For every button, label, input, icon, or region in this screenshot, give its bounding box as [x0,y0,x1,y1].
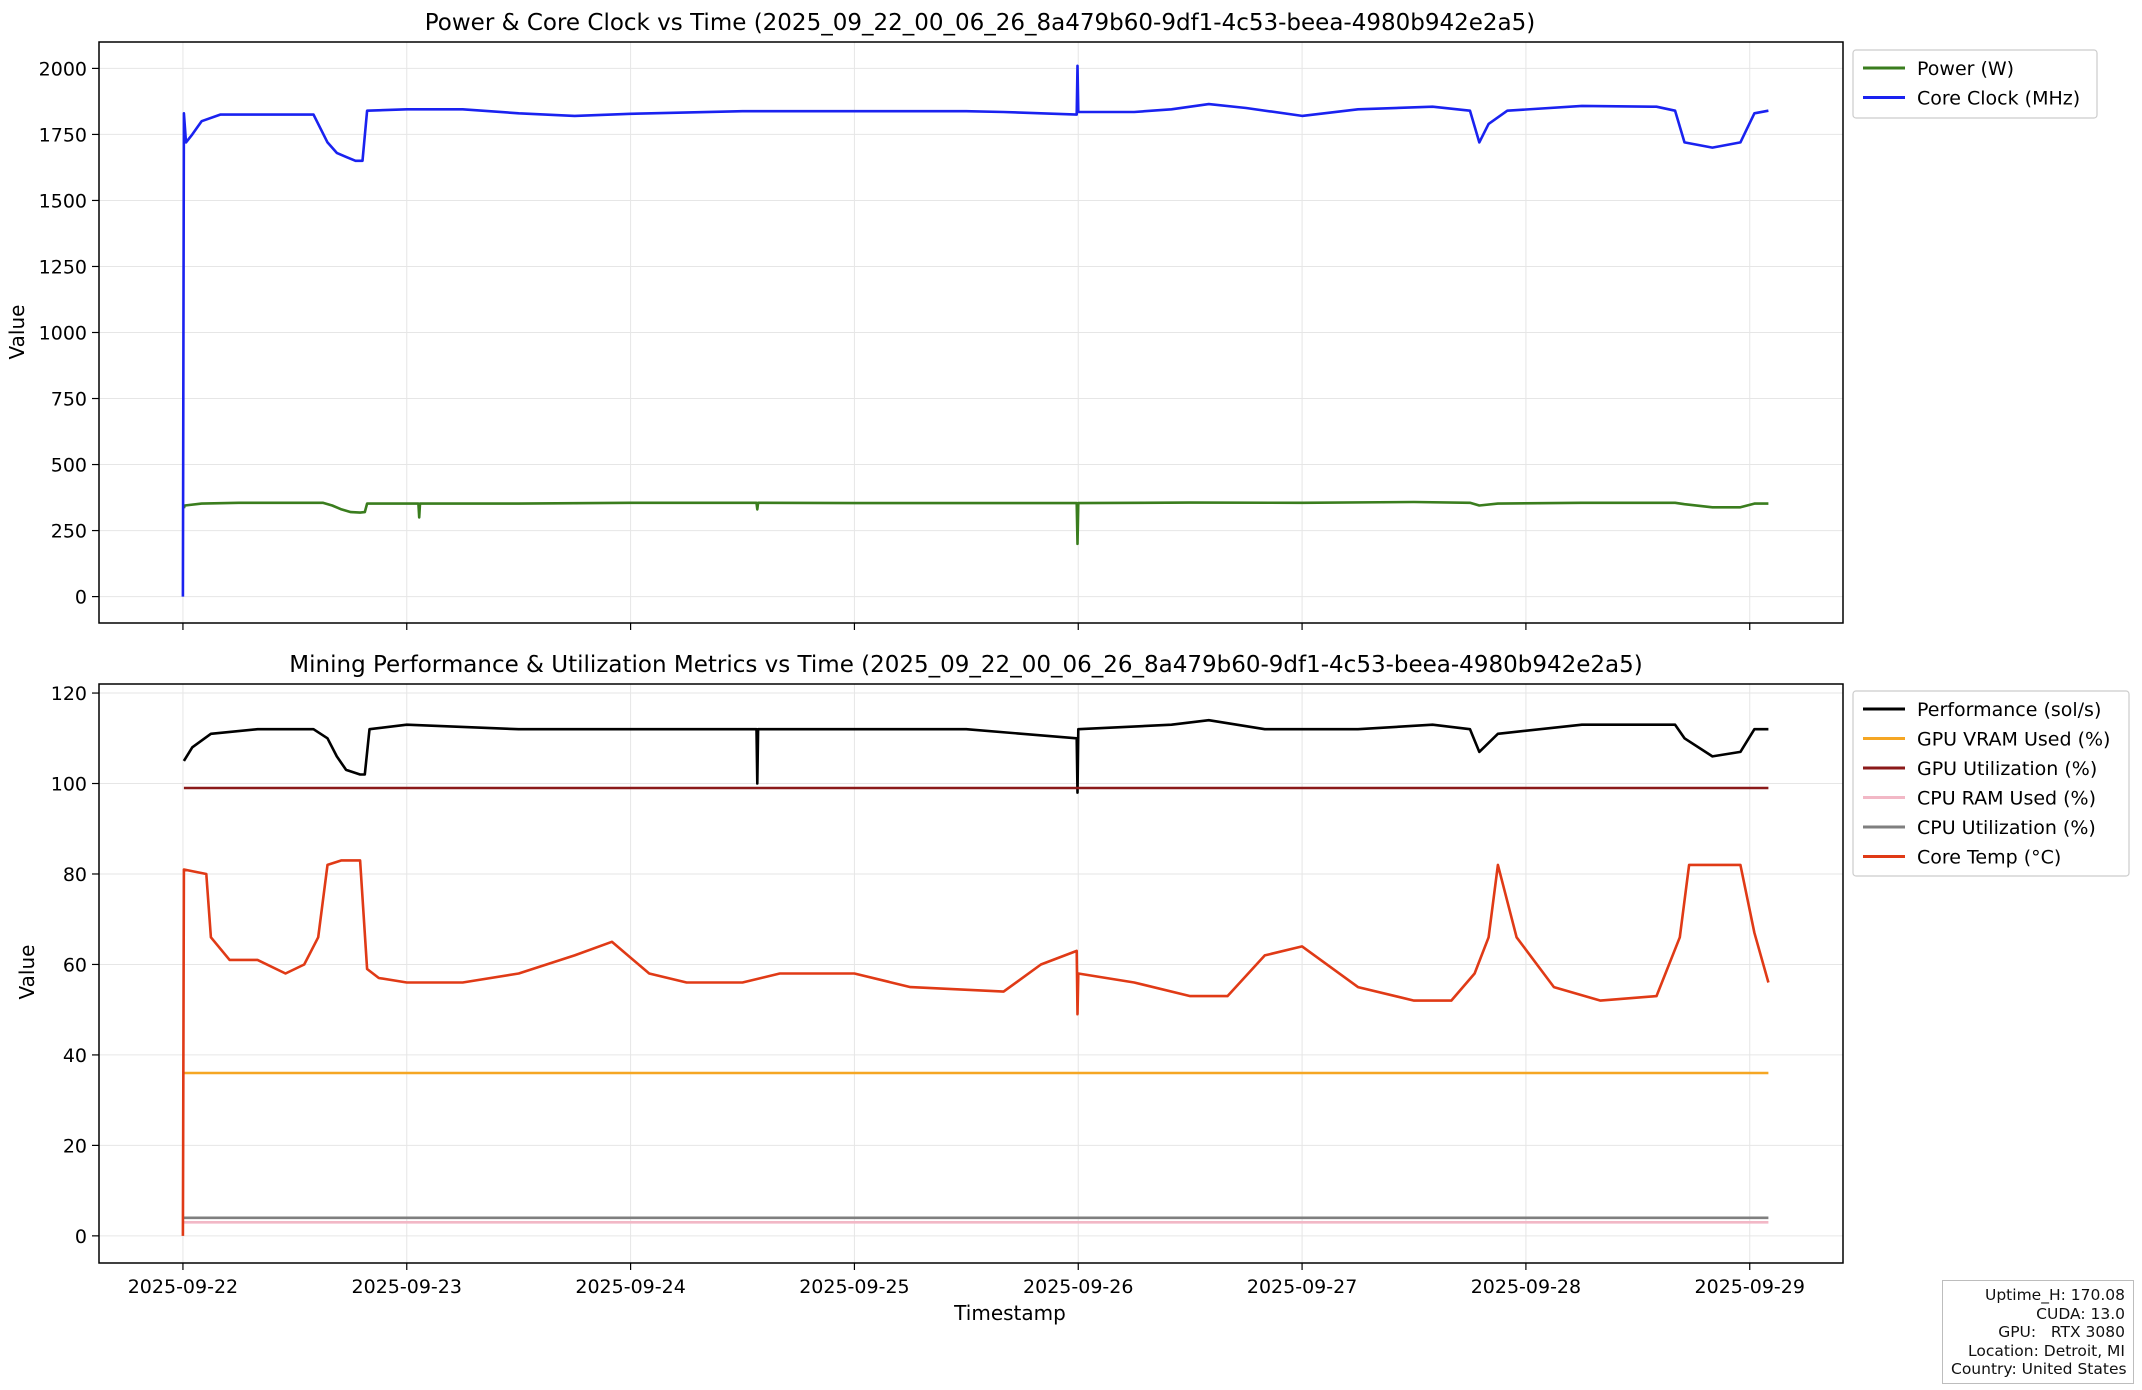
x-axis [182,623,1751,630]
legend-box [1852,690,2130,877]
y-axis: 0 250 500 750 1000 1250 1500 1750 2000 [39,58,99,609]
y-tick-label: 0 [75,1226,87,1248]
series-layer [181,64,1769,597]
x-tick-label: 2025-09-22 [128,1276,238,1298]
legend-label: GPU VRAM Used (%) [1917,729,2110,751]
legend-box [1852,49,2098,119]
series-line-5 [181,859,1770,1236]
series-line-1 [181,64,1769,597]
x-axis-label: Timestamp [953,1301,1066,1325]
y-tick-label: 1750 [39,124,87,146]
legend-label: GPU Utilization (%) [1917,758,2097,780]
legend-label: CPU Utilization (%) [1917,817,2096,839]
gpu-text: GPU: RTX 3080 [1998,1323,2125,1341]
series-line-0 [182,718,1769,794]
y-axis-label: Value [5,305,29,360]
y-axis-label: Value [15,945,39,1000]
x-tick-label: 2025-09-27 [1247,1276,1357,1298]
legend-label: Power (W) [1917,58,2014,80]
x-tick-label: 2025-09-26 [1023,1276,1133,1298]
grid [99,684,1843,1263]
y-tick-label: 1250 [39,256,87,278]
legend-label: Core Clock (MHz) [1917,88,2080,110]
x-tick-label: 2025-09-28 [1471,1276,1581,1298]
y-tick-label: 1000 [39,323,87,345]
y-tick-label: 40 [63,1045,87,1067]
y-tick-label: 100 [51,774,87,796]
x-axis: 2025-09-22 2025-09-23 2025-09-24 2025-09-25… [128,1263,1805,1298]
x-tick-label: 2025-09-24 [575,1276,685,1298]
legend-label: Core Temp (°C) [1917,847,2061,869]
grid [99,42,1843,623]
cuda-text: CUDA: 13.0 [2036,1304,2125,1323]
legend-label: CPU RAM Used (%) [1917,788,2096,810]
legend: Performance (sol/s) GPU VRAM Used (%) GPU … [1852,690,2130,877]
x-tick-label: 2025-09-29 [1695,1276,1805,1298]
location-text: Location: Detroit, MI [1968,1341,2125,1360]
chart-title: Mining Performance & Utilization Metrics… [289,652,1642,678]
y-tick-label: 250 [51,521,87,543]
y-axis: 0 20 40 60 80 100 120 [51,683,99,1248]
y-tick-label: 60 [63,954,87,976]
country-text: Country: United States [1951,1360,2127,1378]
x-tick-label: 2025-09-25 [799,1276,909,1298]
y-tick-label: 0 [75,587,87,609]
y-tick-label: 500 [51,455,87,477]
info-box: Uptime_H: 170.08 CUDA: 13.0 GPU: RTX 308… [1942,1280,2134,1384]
plot-frame [98,683,1844,1264]
y-tick-label: 2000 [39,58,87,80]
y-tick-label: 750 [51,389,87,411]
power-clock-chart: Power & Core Clock vs Time (2025_09_22_0… [5,10,2098,630]
legend: Power (W) Core Clock (MHz) [1852,49,2098,119]
y-tick-label: 120 [51,683,87,705]
chart-title: Power & Core Clock vs Time (2025_09_22_0… [425,10,1536,36]
y-tick-label: 20 [63,1135,87,1157]
y-tick-label: 1500 [39,190,87,212]
series-layer [181,718,1770,1236]
uptime-text: Uptime_H: 170.08 [1985,1286,2125,1304]
y-tick-label: 80 [63,864,87,886]
x-tick-label: 2025-09-23 [352,1276,462,1298]
legend-label: Performance (sol/s) [1917,699,2101,721]
performance-utilization-chart: Mining Performance & Utilization Metrics… [15,652,2130,1325]
series-line-0 [182,500,1769,546]
